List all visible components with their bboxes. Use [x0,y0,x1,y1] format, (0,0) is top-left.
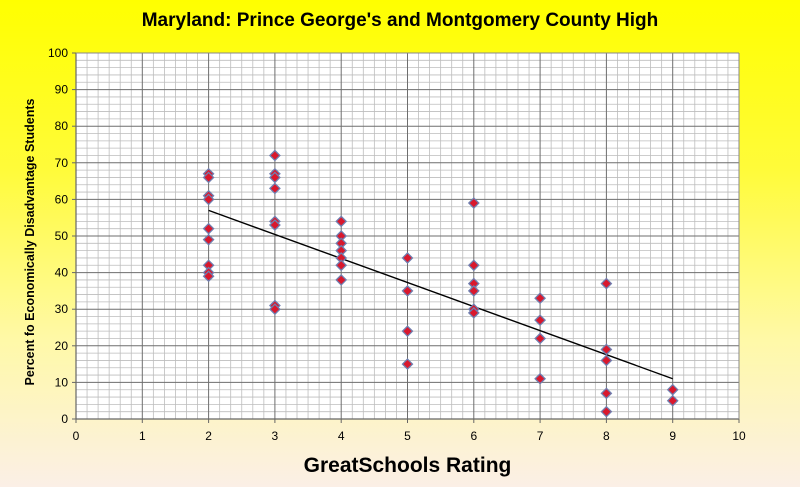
x-tick-label: 9 [669,429,676,443]
data-point [202,171,215,184]
y-tick-label: 10 [55,375,69,389]
data-point [534,292,547,305]
data-point [600,277,613,290]
data-point [401,325,414,338]
data-point [202,222,215,235]
y-tick-label: 70 [55,156,69,170]
data-point [268,303,281,316]
data-point [534,314,547,327]
data-point [202,233,215,246]
data-point [335,274,348,286]
x-tick-labels: 0 1 2 3 4 5 6 7 8 9 10 [73,419,746,443]
data-point [534,372,547,385]
y-tick-label: 90 [55,83,69,97]
data-point [401,252,414,264]
data-points [202,149,679,418]
data-point [202,193,215,206]
data-point [268,219,281,231]
chart-title: Maryland: Prince George's and Montgomery… [141,10,659,31]
x-tick-label: 10 [732,429,746,443]
x-tick-label: 1 [139,429,146,443]
x-tick-label: 7 [537,429,544,443]
data-point [202,270,215,283]
data-point [600,405,613,418]
data-point [666,394,679,407]
x-tick-label: 3 [272,429,279,443]
x-tick-label: 2 [205,429,212,443]
data-point [401,284,414,297]
x-axis-title: GreatSchools Rating [303,454,512,477]
data-point [467,259,480,272]
data-point [401,358,414,371]
data-point [666,383,679,396]
y-tick-labels: 0 10 20 30 40 50 60 70 80 90 100 [48,46,76,426]
y-tick-label: 0 [61,412,68,426]
data-point [600,354,613,367]
data-point [268,149,281,162]
data-point [335,259,348,272]
x-tick-label: 5 [404,429,411,443]
x-tick-label: 8 [603,429,610,443]
data-point [268,171,281,184]
x-tick-label: 6 [470,429,477,443]
data-point [467,197,480,209]
y-axis-title: Percent fo Economically Disadvantage Stu… [23,98,37,386]
y-tick-label: 100 [48,46,68,60]
data-point [467,284,480,297]
data-point [268,182,281,195]
trendline [208,209,673,380]
y-tick-label: 60 [55,192,69,206]
trendline-group [208,209,673,380]
data-point [335,215,348,228]
x-tick-label: 4 [338,429,345,443]
x-tick-label: 0 [73,429,80,443]
data-point [600,343,613,356]
y-tick-label: 40 [55,266,69,280]
y-tick-label: 80 [55,119,69,133]
data-point [600,387,613,400]
y-tick-label: 30 [55,302,69,316]
data-point [467,306,480,319]
data-point [534,332,547,345]
y-tick-label: 50 [55,229,69,243]
y-tick-label: 20 [55,339,69,353]
